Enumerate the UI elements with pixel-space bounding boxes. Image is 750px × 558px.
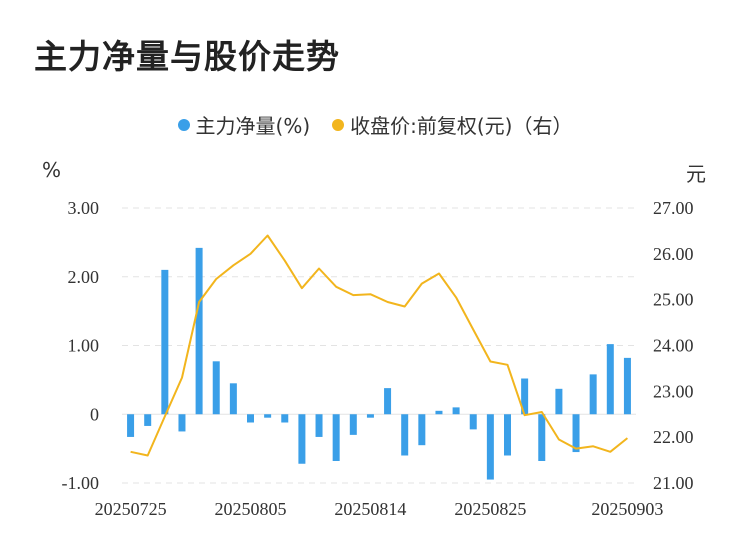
right-axis-ticks: 27.00 26.00 25.00 24.00 23.00 22.00 21.00: [653, 198, 694, 493]
bar[interactable]: [229, 383, 237, 415]
right-axis-tick-label: 25.00: [653, 290, 694, 310]
bar[interactable]: [555, 388, 563, 415]
bar[interactable]: [418, 414, 426, 446]
legend-label-price: 收盘价:前复权(元)（右）: [350, 114, 573, 138]
bar[interactable]: [161, 269, 169, 415]
legend-dot-price-icon: [332, 118, 345, 131]
right-axis-tick-label: 27.00: [653, 198, 694, 218]
right-axis-tick-label: 22.00: [653, 427, 694, 447]
chart-title: 主力净量与股价走势: [34, 37, 340, 76]
left-axis-ticks: 3.00 2.00 1.00 0 -1.00: [62, 198, 100, 493]
bar[interactable]: [435, 410, 443, 415]
legend-label-net: 主力净量(%): [195, 114, 311, 138]
bar[interactable]: [572, 414, 580, 453]
right-axis-tick-label: 24.00: [653, 336, 694, 356]
left-axis-tick-label: 1.00: [68, 336, 100, 356]
bar[interactable]: [144, 414, 152, 426]
bar[interactable]: [521, 378, 529, 415]
gridlines: [122, 207, 636, 484]
x-axis-tick-label: 20250805: [215, 499, 287, 519]
bar[interactable]: [315, 414, 323, 437]
bar[interactable]: [298, 414, 306, 464]
bar[interactable]: [623, 357, 631, 415]
left-axis-unit: %: [42, 158, 62, 182]
left-axis-tick-label: -1.00: [62, 473, 100, 493]
bar[interactable]: [384, 388, 392, 415]
bar[interactable]: [212, 361, 220, 415]
bar[interactable]: [195, 247, 203, 415]
x-axis-tick-label: 20250725: [95, 499, 167, 519]
bar[interactable]: [401, 414, 409, 456]
bar[interactable]: [452, 407, 460, 415]
bar[interactable]: [281, 414, 289, 423]
bar[interactable]: [538, 414, 546, 461]
legend-item-price[interactable]: 收盘价:前复权(元)（右）: [332, 110, 572, 139]
price-line[interactable]: [130, 234, 629, 457]
x-axis-ticks: 20250725 20250805 20250814 20250825 20250903: [95, 499, 664, 519]
bar[interactable]: [247, 414, 254, 423]
bar[interactable]: [606, 344, 614, 415]
x-axis-tick-label: 20250825: [454, 499, 526, 519]
line-series: [130, 234, 629, 457]
bar[interactable]: [349, 414, 357, 435]
bar[interactable]: [504, 414, 511, 456]
legend-dot-net-icon: [177, 118, 190, 131]
x-axis-tick-label: 20250903: [591, 499, 663, 519]
right-axis-tick-label: 26.00: [653, 244, 694, 264]
bar[interactable]: [366, 414, 374, 418]
bar-series: [127, 247, 631, 480]
left-axis-tick-label: 3.00: [68, 198, 100, 218]
bar[interactable]: [332, 414, 340, 461]
bar[interactable]: [178, 414, 186, 432]
legend: 主力净量(%) 收盘价:前复权(元)（右）: [0, 110, 750, 139]
bar[interactable]: [589, 374, 597, 415]
bar[interactable]: [486, 414, 494, 480]
x-axis-tick-label: 20250814: [334, 499, 406, 519]
bar[interactable]: [469, 414, 477, 430]
left-axis-tick-label: 0: [90, 404, 99, 424]
right-axis-tick-label: 23.00: [653, 381, 694, 401]
bar[interactable]: [127, 414, 135, 437]
right-axis-unit: 元: [686, 162, 706, 186]
legend-item-net[interactable]: 主力净量(%): [177, 110, 311, 139]
bar[interactable]: [264, 414, 272, 418]
left-axis-tick-label: 2.00: [68, 267, 100, 287]
right-axis-tick-label: 21.00: [653, 473, 694, 493]
